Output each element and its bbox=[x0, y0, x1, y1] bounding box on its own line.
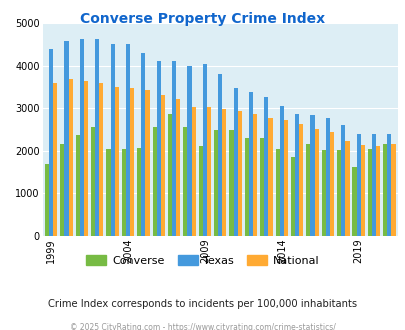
Bar bbox=[91, 127, 95, 236]
Bar bbox=[207, 107, 211, 236]
Bar bbox=[386, 134, 390, 236]
Legend: Converse, Texas, National: Converse, Texas, National bbox=[82, 250, 323, 270]
Bar bbox=[367, 149, 371, 236]
Text: Converse Property Crime Index: Converse Property Crime Index bbox=[80, 12, 325, 25]
Bar bbox=[122, 149, 126, 236]
Bar bbox=[137, 148, 141, 236]
Bar bbox=[340, 125, 345, 236]
Bar bbox=[99, 83, 103, 236]
Bar bbox=[106, 149, 110, 236]
Bar bbox=[84, 81, 88, 236]
Bar bbox=[329, 132, 333, 236]
Bar bbox=[75, 136, 79, 236]
Bar bbox=[298, 124, 303, 236]
Bar bbox=[294, 114, 298, 236]
Bar bbox=[202, 64, 207, 236]
Bar bbox=[237, 111, 241, 236]
Bar bbox=[213, 130, 217, 236]
Bar bbox=[314, 129, 318, 236]
Bar bbox=[64, 41, 68, 236]
Bar bbox=[356, 134, 360, 236]
Bar bbox=[325, 117, 329, 236]
Bar bbox=[45, 164, 49, 236]
Bar bbox=[371, 134, 375, 236]
Bar bbox=[321, 150, 325, 236]
Bar bbox=[191, 107, 195, 236]
Bar bbox=[79, 39, 84, 236]
Bar bbox=[233, 88, 237, 236]
Bar bbox=[290, 157, 294, 236]
Bar bbox=[114, 87, 119, 236]
Bar bbox=[110, 44, 114, 236]
Bar bbox=[183, 127, 187, 236]
Bar bbox=[229, 130, 233, 236]
Bar bbox=[252, 114, 257, 236]
Bar bbox=[198, 146, 202, 236]
Bar bbox=[95, 39, 99, 236]
Bar bbox=[130, 88, 134, 236]
Bar bbox=[360, 145, 364, 236]
Bar bbox=[275, 149, 279, 236]
Bar bbox=[176, 99, 180, 236]
Bar bbox=[390, 145, 395, 236]
Bar bbox=[160, 95, 164, 236]
Bar bbox=[156, 61, 160, 236]
Bar bbox=[260, 138, 264, 236]
Bar bbox=[264, 97, 268, 236]
Bar bbox=[168, 114, 172, 236]
Bar bbox=[305, 145, 310, 236]
Bar bbox=[336, 150, 340, 236]
Bar bbox=[279, 106, 283, 236]
Bar bbox=[172, 61, 176, 236]
Bar bbox=[345, 142, 349, 236]
Bar bbox=[222, 109, 226, 236]
Bar bbox=[53, 83, 57, 236]
Bar bbox=[152, 127, 156, 236]
Bar bbox=[145, 90, 149, 236]
Bar bbox=[352, 167, 356, 236]
Bar bbox=[60, 145, 64, 236]
Bar bbox=[49, 49, 53, 236]
Text: Crime Index corresponds to incidents per 100,000 inhabitants: Crime Index corresponds to incidents per… bbox=[48, 299, 357, 309]
Bar bbox=[126, 44, 130, 236]
Bar bbox=[268, 118, 272, 236]
Bar bbox=[382, 145, 386, 236]
Bar bbox=[310, 115, 314, 236]
Bar bbox=[283, 120, 287, 236]
Bar bbox=[217, 74, 222, 236]
Bar bbox=[244, 139, 248, 236]
Bar bbox=[187, 66, 191, 236]
Bar bbox=[141, 53, 145, 236]
Bar bbox=[375, 146, 379, 236]
Bar bbox=[248, 92, 252, 236]
Bar bbox=[68, 79, 72, 236]
Text: © 2025 CityRating.com - https://www.cityrating.com/crime-statistics/: © 2025 CityRating.com - https://www.city… bbox=[70, 323, 335, 330]
